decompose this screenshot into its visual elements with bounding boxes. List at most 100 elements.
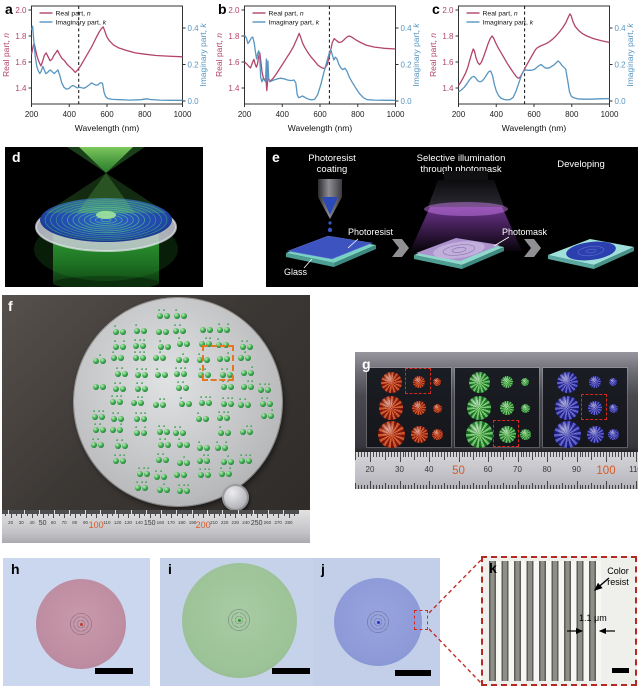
svg-text:2.0: 2.0 (442, 6, 454, 15)
lens-cluster (152, 351, 168, 362)
lens-cluster (196, 353, 212, 364)
lens-cluster (199, 323, 215, 334)
svg-text:1.6: 1.6 (15, 58, 27, 67)
color-lens (586, 425, 604, 443)
scale-bar-i (272, 668, 310, 674)
lens-cluster (152, 398, 168, 409)
svg-text:800: 800 (565, 110, 579, 119)
color-lens (433, 378, 441, 386)
lens-cluster (220, 380, 236, 391)
panel-j-blue-lens-micrograph: j (313, 558, 440, 686)
lens-cluster (132, 339, 148, 350)
lens-cluster (134, 481, 150, 492)
lens-cluster (239, 340, 255, 351)
lens-cluster (112, 325, 128, 336)
zoom-region-box (414, 610, 428, 630)
lens-cluster (156, 425, 172, 436)
panel-h-red-lens-micrograph: h (3, 558, 150, 686)
panel-label-d: d (12, 149, 21, 165)
color-lens (498, 425, 516, 443)
lens-cluster (110, 412, 126, 423)
center-dot (238, 619, 241, 622)
svg-text:Imaginary part, k: Imaginary part, k (56, 19, 107, 26)
color-lens (501, 376, 513, 388)
svg-text:Imaginary part, k: Imaginary part, k (269, 19, 320, 26)
lens-cluster (114, 439, 130, 450)
lens-cluster (112, 454, 128, 465)
svg-text:1.6: 1.6 (228, 58, 240, 67)
svg-text:Wavelength (nm): Wavelength (nm) (75, 123, 140, 133)
svg-text:0.0: 0.0 (401, 97, 413, 106)
lens-slides (355, 352, 638, 452)
highlight-box-red (405, 368, 431, 394)
svg-text:400: 400 (63, 110, 77, 119)
lens-cluster (176, 337, 192, 348)
lens-cluster (220, 455, 236, 466)
lens-cluster (195, 412, 211, 423)
width-label: 1.1 μm (579, 613, 607, 623)
svg-text:0.0: 0.0 (188, 97, 200, 106)
lens-cluster (157, 438, 173, 449)
resist-line-pattern (489, 561, 601, 681)
center-dot (377, 621, 380, 624)
color-lens (468, 371, 490, 393)
svg-text:1000: 1000 (601, 110, 619, 119)
lens-cluster (134, 382, 150, 393)
lens-cluster (153, 470, 169, 481)
lens-cluster (214, 441, 230, 452)
scale-bar-j (395, 670, 431, 676)
panel-b: b 200 400 600 800 1000 1.4 1.6 1.8 2.0 0.0 0.2 0.4 R… (213, 0, 426, 142)
panel-e-process-schematic: e Photoresist coating Selective illuminat… (266, 147, 638, 287)
panel-i-green-lens-micrograph: i (160, 558, 318, 686)
color-lens (500, 401, 514, 415)
svg-text:0.4: 0.4 (401, 24, 413, 33)
svg-text:Real part, n: Real part, n (269, 10, 304, 17)
lens-cluster (239, 425, 255, 436)
zoom-connector-lines (429, 559, 481, 684)
glass-label: Glass (284, 267, 308, 277)
svg-text:1.6: 1.6 (442, 58, 454, 67)
lens-cluster (132, 351, 148, 362)
ruler-f: 20 30 40 50 60 70 80 90 100 110 120 130 140 150 160 170… (2, 510, 310, 543)
lens-cluster (237, 351, 253, 362)
color-lens (589, 376, 601, 388)
svg-text:Real part, n: Real part, n (428, 33, 438, 77)
lens-cluster (156, 483, 172, 494)
color-lens (377, 420, 405, 448)
lens-cluster (176, 438, 192, 449)
photomask-label: Photomask (502, 227, 548, 237)
lens-cluster (217, 426, 233, 437)
color-lens (467, 396, 491, 420)
panel-label-k: k (489, 560, 497, 576)
panel-label-a: a (5, 1, 13, 17)
lens-cluster (155, 325, 171, 336)
color-lens (588, 401, 602, 415)
color-lens (465, 420, 493, 448)
svg-text:0.2: 0.2 (615, 60, 627, 69)
svg-text:800: 800 (351, 110, 365, 119)
lens-cluster (176, 484, 192, 495)
chart-a: 200 400 600 800 1000 1.4 1.6 1.8 2.0 0.0 0.2 0.4 Rea… (1, 5, 208, 133)
lens-cluster (257, 383, 273, 394)
lens-cluster (216, 352, 232, 363)
color-lens (431, 428, 443, 440)
highlight-box-red (581, 394, 607, 420)
lens-cluster (260, 409, 276, 420)
lens-cluster (240, 380, 256, 391)
lens-3d-graphic (34, 147, 178, 287)
panel-a: a 200 400 600 800 1000 1.4 1.6 1.8 2.0 0.0 0.2 0.4 R… (0, 0, 213, 142)
step1-title: Photoresist coating (308, 153, 356, 176)
color-lens (432, 403, 442, 413)
svg-text:1.4: 1.4 (442, 84, 454, 93)
lens-cluster (240, 366, 256, 377)
lens-cluster (136, 467, 152, 478)
scale-bar-h (95, 668, 133, 674)
highlight-box-orange (202, 345, 234, 381)
lens-cluster (92, 354, 108, 365)
panel-label-e: e (272, 149, 280, 165)
panel-d-lens-render: d (5, 147, 203, 287)
svg-text:0.4: 0.4 (188, 24, 200, 33)
photoresist-label: Photoresist (348, 227, 394, 237)
